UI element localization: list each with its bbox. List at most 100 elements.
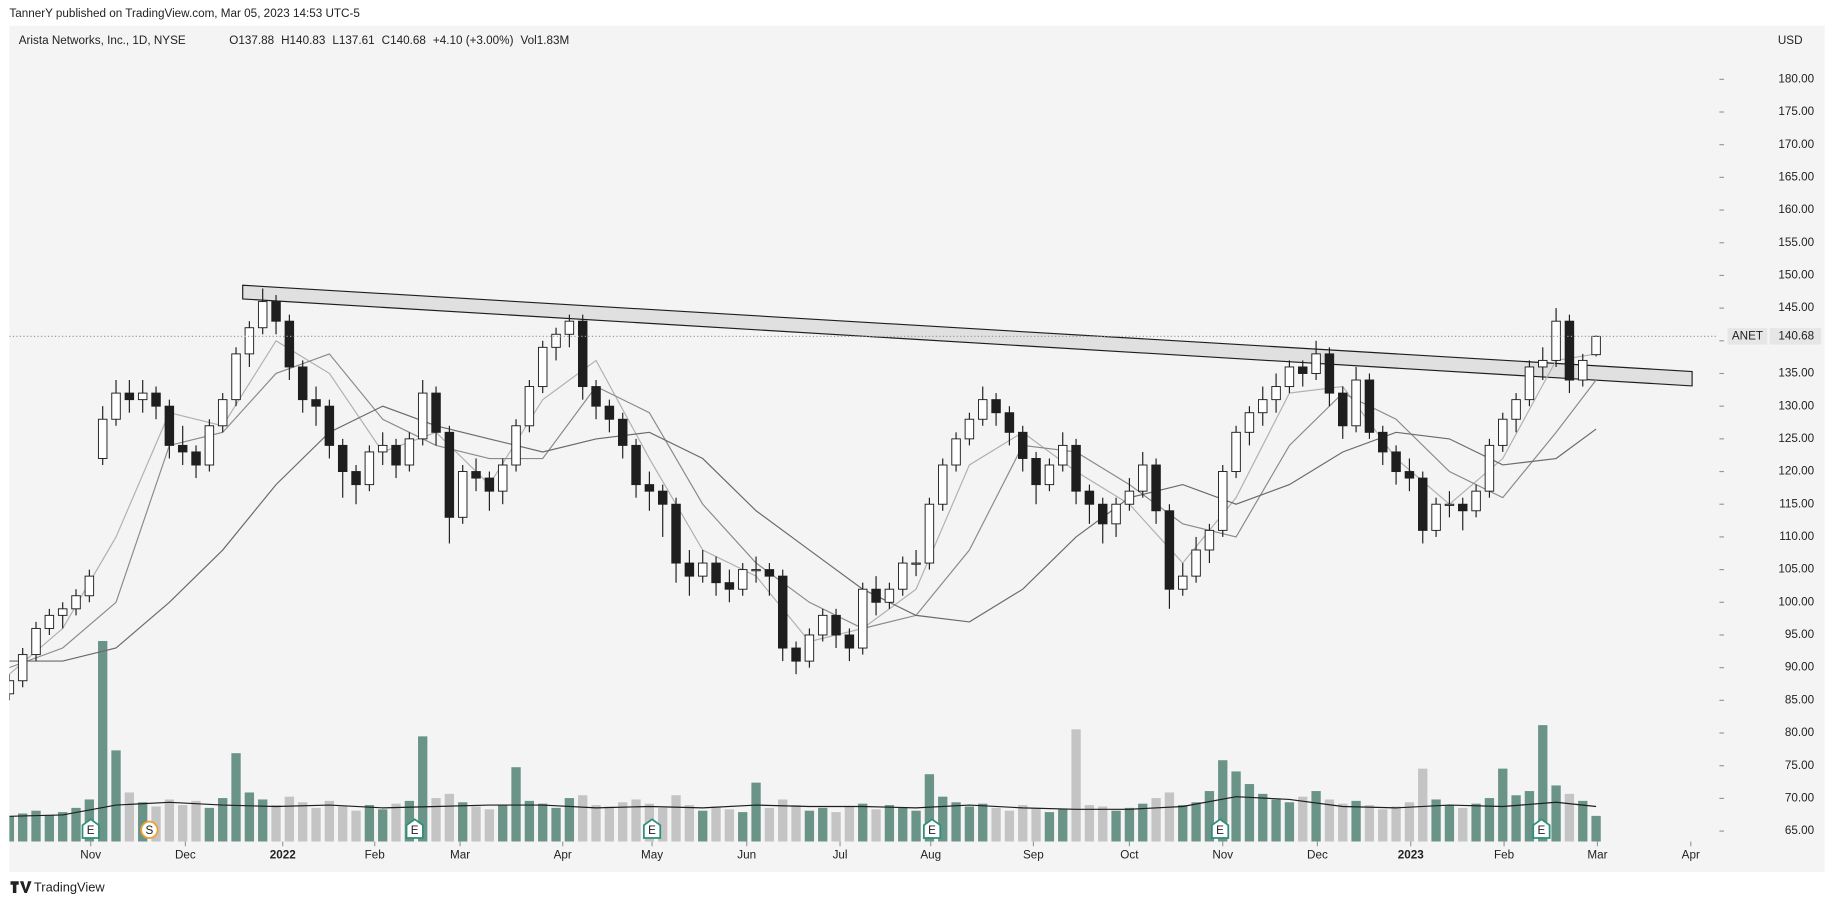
y-tick-label: 95.00 bbox=[1785, 628, 1815, 641]
symbol-tag: ANET bbox=[1732, 329, 1763, 342]
candle-body bbox=[711, 562, 721, 584]
candle-body bbox=[1204, 529, 1215, 551]
candle-body bbox=[177, 444, 188, 453]
y-tick-label: 180.00 bbox=[1778, 72, 1814, 85]
volume-bar bbox=[1098, 806, 1108, 842]
volume-bar bbox=[1164, 792, 1175, 842]
volume-bar bbox=[1418, 768, 1428, 842]
price-tag-bg bbox=[1769, 328, 1822, 345]
volume-bar bbox=[871, 809, 881, 842]
earnings-icon bbox=[1211, 818, 1230, 839]
volume-bar bbox=[1324, 799, 1335, 842]
volume-bar bbox=[711, 806, 721, 842]
chart-title: Arista Networks, Inc., 1D, NYSE bbox=[19, 34, 186, 47]
x-tick-label: Feb bbox=[365, 849, 386, 862]
candle-body bbox=[1018, 431, 1028, 459]
volume-bar bbox=[1564, 793, 1575, 842]
volume-bar bbox=[1338, 803, 1348, 842]
candle-body bbox=[1378, 431, 1388, 453]
candle-body bbox=[1404, 471, 1415, 479]
candle-body bbox=[364, 451, 375, 486]
volume-bar bbox=[591, 805, 601, 842]
y-tick-label: 85.00 bbox=[1785, 693, 1815, 706]
volume-bar bbox=[1071, 729, 1081, 842]
y-tick-label: 100.00 bbox=[1778, 595, 1814, 608]
candle-body bbox=[857, 588, 868, 649]
volume-bar bbox=[204, 807, 215, 842]
volume-bar bbox=[1284, 802, 1295, 842]
volume-bar bbox=[1471, 803, 1481, 842]
x-tick-label: 2023 bbox=[1398, 849, 1425, 862]
candle-body bbox=[1511, 399, 1521, 420]
candle-body bbox=[911, 562, 921, 565]
candle-body bbox=[884, 588, 895, 603]
candle-body bbox=[657, 490, 668, 505]
y-tick-label: 165.00 bbox=[1778, 170, 1814, 183]
volume-bar bbox=[1351, 800, 1361, 842]
volume-bar bbox=[244, 792, 255, 842]
legend-item: H140.83 bbox=[281, 34, 325, 47]
candle-body bbox=[1138, 464, 1148, 492]
candle-body bbox=[1418, 477, 1428, 531]
volume-bar bbox=[1138, 803, 1148, 842]
volume-bar bbox=[831, 812, 841, 842]
volume-bar bbox=[1084, 805, 1095, 842]
candle-body bbox=[391, 444, 401, 466]
candle-body bbox=[97, 418, 108, 459]
candle-body bbox=[1164, 510, 1175, 590]
candle-body bbox=[1124, 490, 1135, 505]
x-tick-label: Dec bbox=[175, 849, 196, 862]
y-tick-label: 115.00 bbox=[1779, 497, 1814, 510]
volume-bar bbox=[498, 805, 508, 842]
candle-body bbox=[257, 301, 268, 329]
volume-bar bbox=[338, 806, 348, 842]
volume-bar bbox=[564, 798, 575, 842]
candle-body bbox=[1071, 444, 1081, 492]
volume-bar bbox=[604, 806, 615, 842]
candle-body bbox=[524, 386, 535, 427]
candle-body bbox=[204, 425, 215, 466]
price-tag: 140.68 bbox=[1778, 329, 1814, 342]
candle-body bbox=[751, 569, 761, 572]
volume-bar bbox=[1018, 805, 1028, 842]
candle-body bbox=[604, 405, 615, 420]
volume-bar bbox=[511, 767, 521, 842]
event-label: E bbox=[1538, 824, 1546, 837]
candle-body bbox=[737, 569, 748, 590]
x-tick-label: May bbox=[641, 849, 663, 862]
x-tick-label: Aug bbox=[920, 849, 941, 862]
volume-bar bbox=[791, 805, 801, 842]
candle-body bbox=[1431, 503, 1441, 531]
volume-bar bbox=[724, 809, 735, 842]
y-tick-label: 125.00 bbox=[1778, 432, 1814, 445]
volume-bar bbox=[1458, 807, 1468, 842]
volume-bar bbox=[884, 805, 895, 842]
candle-body bbox=[164, 405, 175, 446]
y-tick-label: 110.00 bbox=[1779, 530, 1814, 543]
candle-body bbox=[1004, 412, 1015, 433]
candle-body bbox=[1098, 503, 1108, 525]
candle-body bbox=[497, 464, 508, 492]
candle-body bbox=[537, 346, 548, 388]
y-tick-label: 145.00 bbox=[1778, 301, 1814, 314]
x-tick-label: Dec bbox=[1307, 849, 1328, 862]
candle-body bbox=[1498, 418, 1508, 446]
volume-bar bbox=[658, 807, 668, 842]
x-tick-label: Sep bbox=[1023, 849, 1044, 862]
volume-bar bbox=[1058, 809, 1068, 842]
earnings-icon bbox=[81, 818, 100, 839]
candle-body bbox=[1458, 503, 1468, 512]
y-tick-label: 175.00 bbox=[1778, 105, 1814, 118]
y-tick-label: 150.00 bbox=[1778, 269, 1814, 282]
earnings-icon bbox=[923, 818, 942, 839]
candle-body bbox=[964, 418, 975, 440]
currency: USD bbox=[1778, 34, 1803, 47]
volume-bar bbox=[1538, 725, 1548, 842]
event-label: E bbox=[87, 824, 95, 837]
candle-body bbox=[311, 399, 321, 407]
volume-bar bbox=[1498, 768, 1508, 842]
candle-body bbox=[978, 399, 988, 420]
candle-body bbox=[764, 569, 775, 577]
x-tick-label: 2022 bbox=[270, 849, 297, 862]
